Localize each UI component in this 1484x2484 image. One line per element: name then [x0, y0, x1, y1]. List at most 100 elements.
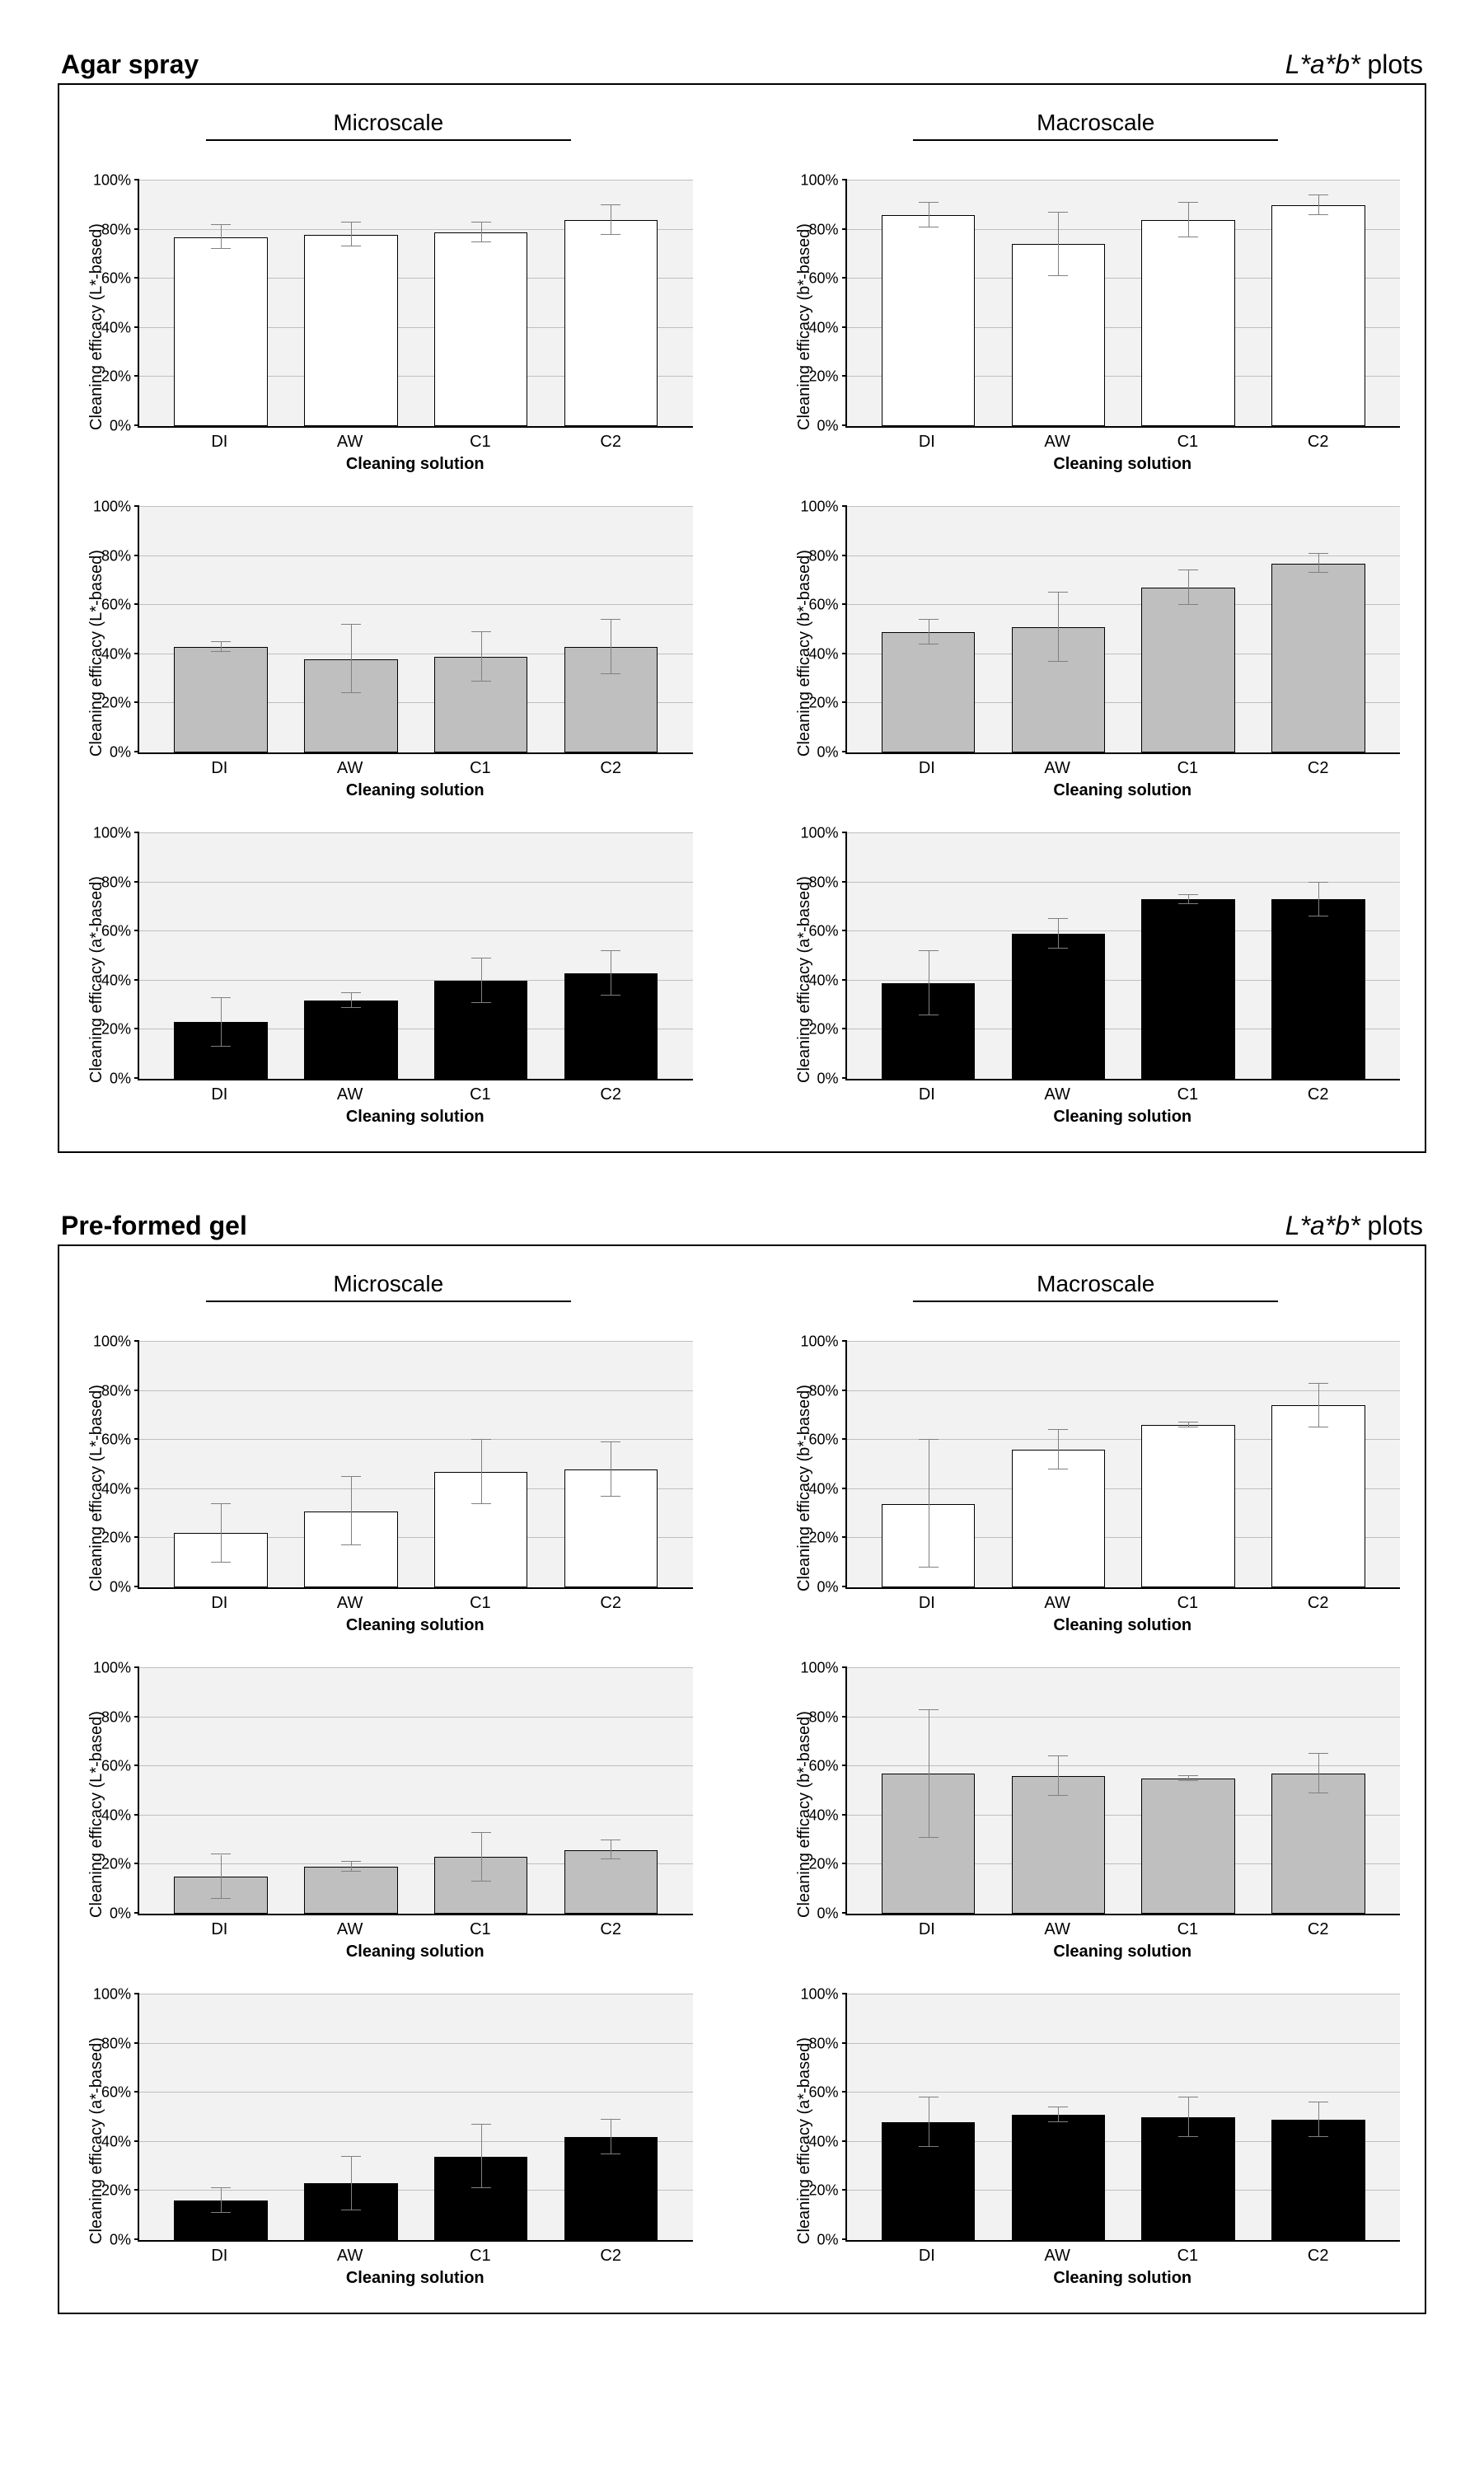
bar-slot — [1123, 1342, 1253, 1587]
y-tick-label: 40% — [808, 319, 838, 336]
y-tick-label: 40% — [101, 1807, 131, 1824]
y-tick-label: 100% — [93, 1660, 131, 1677]
section-subtitle: L*a*b* plots — [1285, 49, 1423, 80]
x-tick-label: AW — [284, 1594, 414, 1613]
y-tick-label: 100% — [93, 1986, 131, 2004]
bar-slot — [864, 180, 994, 426]
bar-slot — [286, 1342, 416, 1587]
chart: Cleaning efficacy (b*-based)0%20%40%60%8… — [792, 1342, 1401, 1635]
y-tick-label: 20% — [808, 368, 838, 386]
bar-slot — [864, 507, 994, 752]
y-tick-label: 80% — [808, 2035, 838, 2052]
bar — [1141, 588, 1235, 752]
bar-slot — [864, 1342, 994, 1587]
x-tick-label: DI — [154, 1920, 284, 1939]
bar-slot — [416, 507, 546, 752]
y-tick-label: 60% — [808, 1432, 838, 1449]
y-tick-label: 0% — [817, 418, 838, 435]
x-tick-label: DI — [154, 2247, 284, 2266]
x-tick-label: DI — [862, 2247, 992, 2266]
x-tick-label: C1 — [1122, 433, 1252, 452]
bar-slot — [1253, 1342, 1383, 1587]
y-tick-label: 40% — [101, 2133, 131, 2150]
plot-area: 0%20%40%60%80%100% — [138, 180, 693, 428]
plot-area: 0%20%40%60%80%100% — [138, 1668, 693, 1915]
bar-slot — [416, 1994, 546, 2240]
x-axis-label: Cleaning solution — [845, 1943, 1401, 1961]
x-tick-label: C1 — [415, 1085, 545, 1104]
plot-area: 0%20%40%60%80%100% — [138, 1342, 693, 1589]
bar — [174, 237, 268, 426]
x-axis-label: Cleaning solution — [845, 1616, 1401, 1635]
y-tick-label: 0% — [110, 2232, 131, 2249]
x-tick-label: DI — [154, 759, 284, 778]
figure-root: Agar sprayL*a*b* plotsMicroscaleMacrosca… — [58, 49, 1426, 2314]
y-tick-label: 60% — [101, 1758, 131, 1775]
chart: Cleaning efficacy (L*-based)0%20%40%60%8… — [84, 1342, 693, 1635]
y-tick-label: 100% — [93, 499, 131, 516]
chart: Cleaning efficacy (a*-based)0%20%40%60%8… — [792, 833, 1401, 1127]
bar-slot — [864, 833, 994, 1079]
y-tick-label: 40% — [101, 319, 131, 336]
bar-slot — [416, 833, 546, 1079]
bar-slot — [286, 1994, 416, 2240]
y-tick-label: 60% — [808, 2084, 838, 2102]
y-tick-label: 0% — [817, 1579, 838, 1596]
x-tick-label: C2 — [1253, 1594, 1383, 1613]
bar-slot — [546, 1994, 676, 2240]
bar — [882, 632, 976, 752]
x-tick-label: C1 — [415, 759, 545, 778]
y-tick-label: 100% — [800, 1660, 838, 1677]
bar — [304, 1867, 398, 1914]
y-tick-label: 60% — [808, 923, 838, 940]
bar-slot — [546, 507, 676, 752]
x-tick-label: C2 — [545, 1085, 676, 1104]
bar — [174, 647, 268, 752]
plot-area: 0%20%40%60%80%100% — [845, 1342, 1401, 1589]
plot-area: 0%20%40%60%80%100% — [845, 833, 1401, 1080]
bar-slot — [416, 1342, 546, 1587]
y-tick-label: 60% — [808, 1758, 838, 1775]
x-axis-label: Cleaning solution — [138, 2269, 693, 2288]
x-tick-label: AW — [284, 2247, 414, 2266]
y-tick-label: 60% — [808, 270, 838, 288]
bar-slot — [1253, 1668, 1383, 1914]
bar-slot — [156, 1668, 286, 1914]
section-subtitle: L*a*b* plots — [1285, 1211, 1423, 1241]
y-tick-label: 0% — [110, 1071, 131, 1088]
plot-area: 0%20%40%60%80%100% — [845, 507, 1401, 754]
bar-slot — [1253, 833, 1383, 1079]
y-tick-label: 60% — [101, 597, 131, 614]
x-tick-label: C1 — [415, 433, 545, 452]
bar-slot — [1123, 1668, 1253, 1914]
bar — [1012, 934, 1106, 1079]
y-tick-label: 80% — [101, 874, 131, 891]
y-tick-label: 80% — [101, 2035, 131, 2052]
y-tick-label: 40% — [101, 645, 131, 663]
x-tick-label: C2 — [1253, 759, 1383, 778]
plot-area: 0%20%40%60%80%100% — [138, 1994, 693, 2242]
bar — [564, 220, 658, 426]
plot-area: 0%20%40%60%80%100% — [845, 180, 1401, 428]
x-tick-label: AW — [992, 759, 1122, 778]
y-tick-label: 100% — [93, 825, 131, 842]
bar-slot — [993, 180, 1123, 426]
y-tick-label: 20% — [808, 2182, 838, 2200]
x-tick-label: C2 — [545, 433, 676, 452]
x-tick-label: AW — [992, 433, 1122, 452]
y-tick-label: 20% — [101, 1530, 131, 1547]
x-tick-label: DI — [154, 433, 284, 452]
bar-slot — [546, 1668, 676, 1914]
y-tick-label: 60% — [808, 597, 838, 614]
x-axis-label: Cleaning solution — [845, 1108, 1401, 1127]
bar-slot — [156, 1342, 286, 1587]
chart: Cleaning efficacy (a*-based)0%20%40%60%8… — [84, 833, 693, 1127]
panel-box: MicroscaleMacroscaleCleaning efficacy (L… — [58, 83, 1426, 1153]
bar-slot — [286, 507, 416, 752]
bar-slot — [416, 180, 546, 426]
y-tick-label: 100% — [93, 172, 131, 190]
bar-slot — [546, 833, 676, 1079]
y-tick-label: 80% — [808, 547, 838, 565]
bar — [1271, 564, 1365, 752]
chart: Cleaning efficacy (L*-based)0%20%40%60%8… — [84, 507, 693, 800]
